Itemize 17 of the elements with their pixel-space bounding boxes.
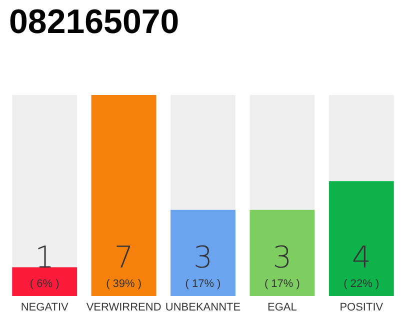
chart-title: 082165070	[9, 3, 180, 41]
x-tick-label: EGAL	[268, 302, 297, 314]
data-label: 7	[114, 240, 134, 276]
data-label: 3	[193, 240, 213, 276]
bar	[12, 267, 78, 296]
x-tick-label: UNBEKANNTE	[165, 302, 241, 314]
x-tick-label: POSITIV	[340, 302, 384, 314]
annotation: ( 6% )	[30, 278, 60, 290]
annotation: ( 17% )	[264, 278, 300, 290]
annotation: ( 22% )	[344, 278, 380, 290]
annotation: ( 39% )	[106, 278, 142, 290]
x-tick-label: VERWIRREND	[86, 302, 162, 314]
x-tick-label: NEGATIV	[20, 302, 69, 314]
annotation: ( 17% )	[185, 278, 221, 290]
data-label: 1	[35, 240, 54, 276]
data-label: 3	[272, 240, 292, 276]
data-label: 4	[352, 240, 371, 276]
